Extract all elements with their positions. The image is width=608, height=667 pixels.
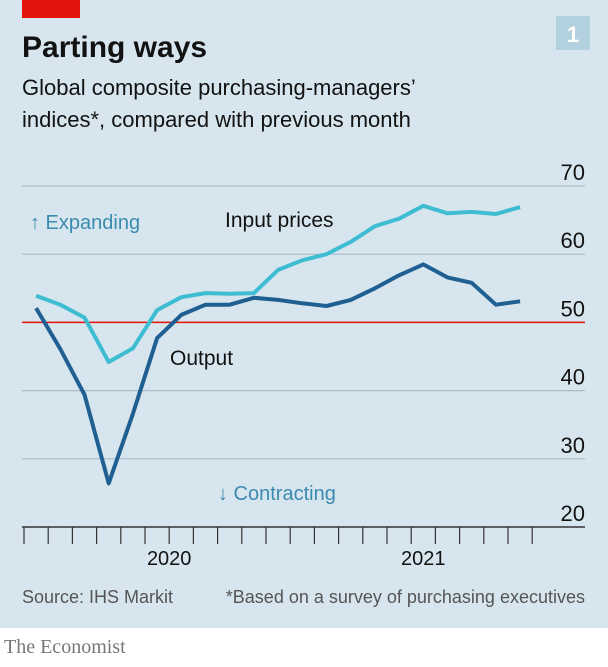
x-tick-label: 2020 [147,548,192,570]
chart-title: Parting ways [22,31,207,64]
source: Source: IHS Markit [22,587,173,607]
subtitle: Global composite purchasing-managers’ [22,75,416,100]
y-tick-label: 60 [561,228,585,253]
footer-band [0,628,608,662]
x-tick-label: 2021 [401,548,446,570]
series-line [35,203,521,364]
series-label: Output [170,347,233,370]
badge-box [556,16,590,50]
brand: The Economist [4,636,126,658]
badge: 1 [567,22,579,47]
annotation: ↓ Contracting [218,483,336,505]
y-tick-label: 50 [561,296,585,321]
background [0,0,608,628]
y-tick-label: 70 [561,160,585,185]
footnote: *Based on a survey of purchasing executi… [226,587,585,607]
series-label: Input prices [225,209,334,232]
y-tick-label: 20 [561,501,585,526]
y-tick-label: 40 [561,365,585,390]
subtitle: indices*, compared with previous month [22,107,411,132]
y-tick-label: 30 [561,433,585,458]
series-line [34,262,521,486]
red-tag [22,0,80,18]
annotation: ↑ Expanding [30,212,140,234]
